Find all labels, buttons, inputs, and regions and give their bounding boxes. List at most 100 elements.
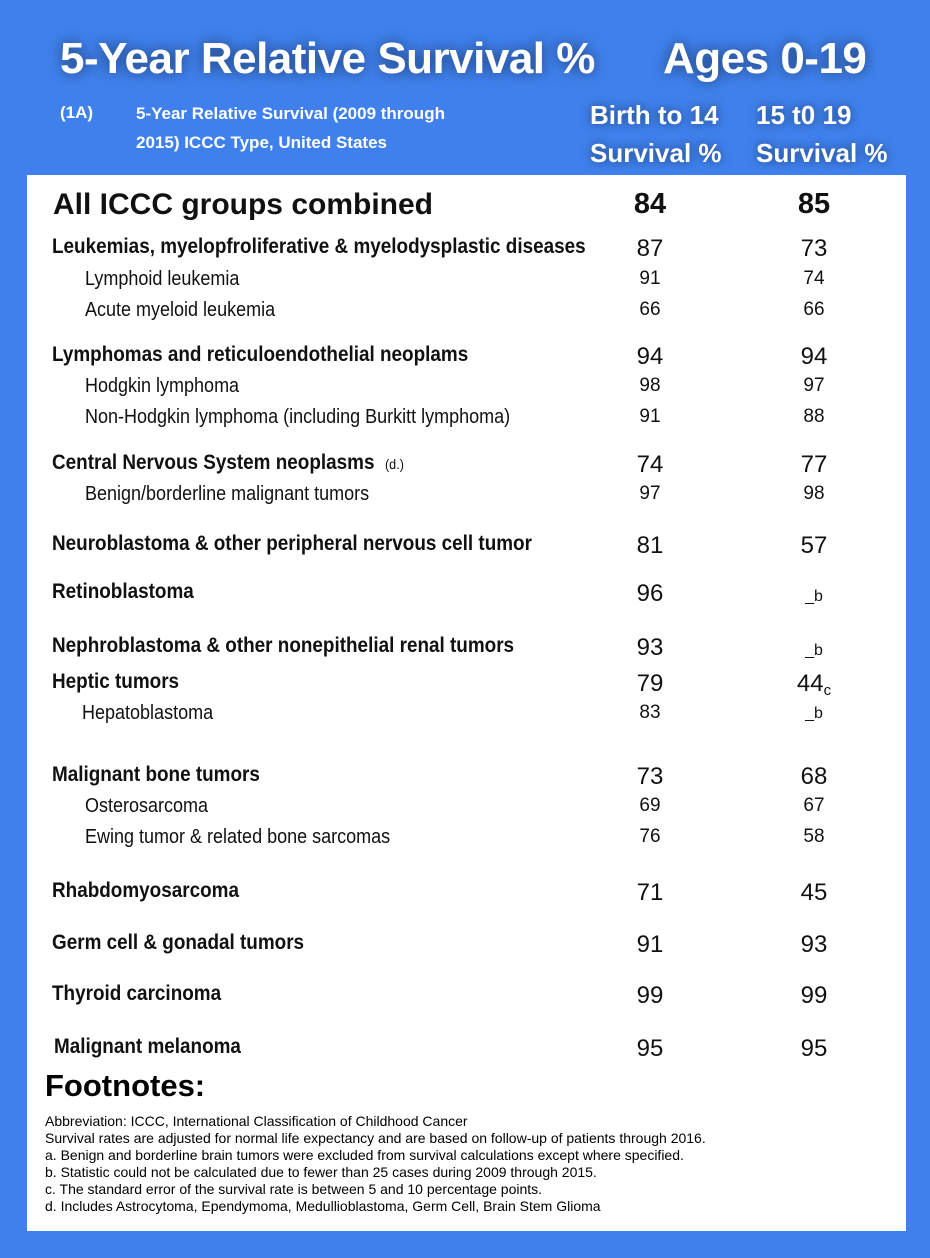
row-label: Leukemias, myelopfroliferative & myelody…	[52, 235, 586, 258]
table-row: Hodgkin lymphoma 98 97	[27, 375, 906, 403]
row-label: Benign/borderline malignant tumors	[85, 483, 370, 505]
value-birth-to-14: 73	[636, 763, 664, 790]
row-label: All ICCC groups combined	[53, 188, 434, 221]
row-label: Hodgkin lymphoma	[85, 375, 240, 397]
row-label: Osterosarcoma	[85, 795, 209, 817]
table-row: Malignant melanoma 95 95	[27, 1035, 906, 1063]
value-birth-to-14: 94	[636, 343, 664, 370]
row-label: Central Nervous System neoplasms (d.)	[52, 451, 404, 474]
value-birth-to-14: 83	[639, 702, 661, 723]
table-row: Osterosarcoma 69 67	[27, 795, 906, 823]
table-row: Non-Hodgkin lymphoma (including Burkitt …	[27, 406, 906, 434]
footnotes-heading: Footnotes:	[45, 1068, 206, 1103]
value-15-to-19: 45	[800, 879, 828, 906]
table-row: Ewing tumor & related bone sarcomas 76 5…	[27, 826, 906, 854]
value-15-to-19: 85	[797, 188, 831, 220]
title-main: 5-Year Relative Survival %	[60, 34, 595, 83]
row-label: Malignant bone tumors	[52, 763, 260, 786]
value-15-to-19: 44c	[796, 670, 832, 699]
footnotes-list: Abbreviation: ICCC, International Classi…	[45, 1113, 895, 1215]
value-15-to-19: 77	[800, 451, 828, 478]
value-15-to-19: 58	[803, 826, 825, 847]
value-15-to-19: 95	[800, 1035, 828, 1062]
value-birth-to-14: 98	[639, 375, 661, 396]
column-header-15-to-19: 15 t0 19 Survival %	[756, 100, 888, 168]
row-label: Heptic tumors	[52, 670, 180, 693]
row-label: Lymphomas and reticuloendothelial neopla…	[52, 343, 469, 366]
value-15-to-19: 57	[800, 532, 828, 559]
footnote-line: d. Includes Astrocytoma, Ependymoma, Med…	[45, 1198, 601, 1214]
table-row: Rhabdomyosarcoma 71 45	[27, 879, 906, 907]
table-code: (1A)	[60, 103, 94, 122]
value-15-to-19: 66	[803, 299, 825, 320]
footnote-marker: (d.)	[384, 456, 404, 472]
row-label: Neuroblastoma & other peripheral nervous…	[52, 532, 532, 555]
table-row: All ICCC groups combined 84 85	[27, 188, 906, 221]
row-label: Acute myeloid leukemia	[85, 299, 276, 321]
value-birth-to-14: 99	[636, 982, 664, 1009]
table-row: Central Nervous System neoplasms (d.) 74…	[27, 451, 906, 479]
value-15-to-19: 94	[800, 343, 828, 370]
value-15-to-19: 99	[800, 982, 828, 1009]
value-birth-to-14: 76	[639, 826, 661, 847]
footnote-line: Abbreviation: ICCC, International Classi…	[45, 1113, 468, 1129]
value-15-to-19: 74	[803, 268, 825, 289]
value-15-to-19: 97	[803, 375, 825, 396]
table-row: Germ cell & gonadal tumors 91 93	[27, 931, 906, 959]
table-row: Acute myeloid leukemia 66 66	[27, 299, 906, 327]
column-header-birth-to-14: Birth to 14 Survival %	[590, 100, 722, 168]
survival-table: All ICCC groups combined 84 85 Leukemias…	[27, 175, 906, 1231]
table-row: Leukemias, myelopfroliferative & myelody…	[27, 235, 906, 263]
table-row: Benign/borderline malignant tumors 97 98	[27, 483, 906, 511]
table-row: Heptic tumors 79 44c	[27, 670, 906, 699]
value-15-to-19: 98	[803, 483, 825, 504]
value-birth-to-14: 74	[636, 451, 664, 478]
row-label: Hepatoblastoma	[82, 702, 214, 724]
row-label: Malignant melanoma	[54, 1035, 241, 1058]
value-birth-to-14: 93	[636, 634, 664, 661]
row-label: Germ cell & gonadal tumors	[52, 931, 305, 954]
footnote-line: Survival rates are adjusted for normal l…	[45, 1130, 706, 1146]
table-description: 5-Year Relative Survival (2009 through 2…	[136, 104, 445, 152]
value-birth-to-14: 66	[639, 299, 661, 320]
value-15-to-19: _b	[805, 642, 823, 659]
value-birth-to-14: 91	[639, 268, 661, 289]
value-birth-to-14: 97	[639, 483, 661, 504]
value-15-to-19: _b	[805, 588, 823, 605]
table-row: Hepatoblastoma 83 _b	[27, 702, 906, 730]
value-15-to-19: 88	[803, 406, 825, 427]
value-birth-to-14: 87	[636, 235, 664, 262]
title-ages: Ages 0-19	[663, 34, 867, 83]
value-birth-to-14: 79	[636, 670, 664, 697]
table-row: Retinoblastoma 96 _b	[27, 580, 906, 608]
table-row: Neuroblastoma & other peripheral nervous…	[27, 532, 906, 560]
row-label: Nephroblastoma & other nonepithelial ren…	[52, 634, 515, 657]
value-15-to-19: _b	[805, 705, 823, 722]
value-15-to-19: 68	[800, 763, 828, 790]
page-title: 5-Year Relative Survival % Ages 0-19	[0, 34, 930, 84]
row-label: Non-Hodgkin lymphoma (including Burkitt …	[85, 406, 511, 428]
table-row: Lymphoid leukemia 91 74	[27, 268, 906, 296]
value-birth-to-14: 95	[636, 1035, 664, 1062]
value-birth-to-14: 81	[636, 532, 664, 559]
row-label: Ewing tumor & related bone sarcomas	[85, 826, 391, 848]
table-row: Lymphomas and reticuloendothelial neopla…	[27, 343, 906, 371]
value-birth-to-14: 84	[633, 188, 667, 220]
value-birth-to-14: 96	[636, 580, 664, 607]
row-label: Lymphoid leukemia	[85, 268, 240, 290]
footnote-line: a. Benign and borderline brain tumors we…	[45, 1147, 684, 1163]
table-row: Thyroid carcinoma 99 99	[27, 982, 906, 1010]
footnote-line: c. The standard error of the survival ra…	[45, 1181, 543, 1197]
value-15-to-19: 93	[800, 931, 828, 958]
row-label: Retinoblastoma	[52, 580, 194, 603]
value-birth-to-14: 91	[639, 406, 661, 427]
value-birth-to-14: 69	[639, 795, 661, 816]
value-15-to-19: 67	[803, 795, 825, 816]
footnote-line: b. Statistic could not be calculated due…	[45, 1164, 597, 1180]
value-birth-to-14: 91	[636, 931, 664, 958]
value-15-to-19: 73	[800, 235, 828, 262]
footnote-marker: c	[823, 682, 832, 699]
row-label: Rhabdomyosarcoma	[52, 879, 239, 902]
row-label: Thyroid carcinoma	[52, 982, 222, 1005]
table-row: Malignant bone tumors 73 68	[27, 763, 906, 791]
